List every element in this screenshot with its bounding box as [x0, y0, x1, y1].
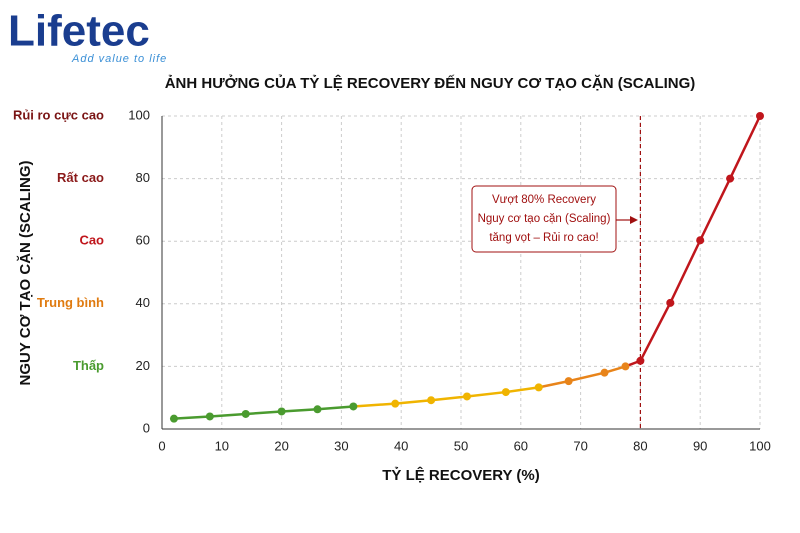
y-tick-label: 20 [136, 358, 150, 373]
annotation-box [471, 185, 617, 253]
point [534, 383, 543, 392]
y-tick-label: 0 [143, 420, 150, 435]
point [391, 399, 400, 408]
risk-level-label: Thấp [73, 358, 104, 373]
point [501, 388, 510, 397]
x-tick-label: 40 [394, 438, 408, 453]
x-tick-label: 50 [454, 438, 468, 453]
logo-name: Lifetec [8, 7, 150, 56]
point [349, 402, 358, 411]
risk-level-label: Cao [79, 233, 104, 248]
line [173, 405, 354, 420]
point [600, 368, 609, 377]
risk-level-label: Rất cao [57, 170, 104, 185]
x-tick-label: 30 [334, 438, 348, 453]
x-tick-label: 20 [274, 438, 288, 453]
point [313, 405, 322, 414]
x-tick-label: 0 [158, 438, 165, 453]
risk-level-label: Trung bình [37, 295, 104, 310]
x-tick-label: 90 [693, 438, 707, 453]
point [756, 112, 764, 120]
x-tick-label: 100 [749, 438, 771, 453]
line-connector [353, 402, 396, 408]
point [427, 396, 436, 405]
logo-slogan: Add value to life [71, 53, 167, 65]
point [205, 412, 214, 421]
point [621, 362, 630, 371]
annotation-text: Nguy cơ tạo cặn (Scaling) [478, 213, 611, 225]
y-axis-label: NGUY CƠ TẠO CẶN (SCALING) [17, 160, 34, 385]
x-tick-label: 10 [215, 438, 229, 453]
risk-level-label: Rủi ro cực cao [13, 107, 104, 122]
x-axis-label: TỶ LỆ RECOVERY (%) [382, 466, 540, 484]
point [726, 174, 735, 183]
point [564, 377, 573, 386]
x-tick-label: 80 [633, 438, 647, 453]
point [636, 356, 645, 365]
line-connector [538, 379, 569, 389]
y-tick-label: 100 [128, 107, 150, 122]
point [666, 298, 675, 307]
line [568, 365, 626, 383]
x-tick-label: 60 [514, 438, 528, 453]
point [241, 409, 250, 418]
x-tick-label: 70 [573, 438, 587, 453]
y-tick-label: 60 [136, 233, 150, 248]
y-tick-label: 40 [136, 295, 150, 310]
point [277, 407, 286, 416]
point [169, 414, 178, 423]
y-tick-label: 80 [136, 170, 150, 185]
annotation-text: Vượt 80% Recovery [492, 194, 596, 206]
chart-title: ẢNH HƯỞNG CỦA TỶ LỆ RECOVERY ĐẾN NGUY CƠ… [165, 74, 696, 92]
annotation-arrowhead [630, 216, 638, 224]
annotation-text: tăng vọt – Rủi ro cao! [489, 232, 598, 244]
point [462, 392, 471, 401]
point [696, 236, 705, 245]
